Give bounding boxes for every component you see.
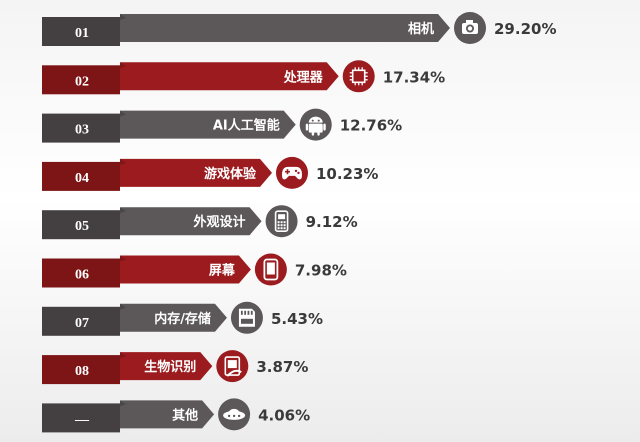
rank-tab [42,403,120,433]
bar [120,110,296,139]
value-label: 5.43% [271,310,323,328]
rank-tab [42,355,120,385]
bar-row-4: 04 游戏体验 10.23% [42,156,378,191]
fingerprint-icon [216,350,249,383]
android-icon [299,108,332,141]
value-label: 4.06% [258,406,310,424]
category-label: 游戏体验 [204,166,257,182]
category-label: 相机 [408,21,434,37]
bar-fold [120,62,126,69]
value-label: 17.34% [383,68,445,86]
rank-label: 01 [75,26,89,41]
rank-tab [42,210,120,240]
value-label: 3.87% [256,358,308,376]
bar-row-8: 08 生物识别 3.87% [42,350,308,385]
value-label: 7.98% [295,262,347,280]
bar-fold [120,158,126,165]
bar-row-6: 06 屏幕 7.98% [42,253,347,288]
bar-fold [120,352,126,359]
value-label: 12.76% [340,117,402,135]
bar [120,400,215,429]
category-label: 生物识别 [144,359,196,375]
bar-row-2: 02 处理器 17.34% [42,60,445,95]
rank-label: 02 [75,74,89,89]
rank-label: 04 [75,171,89,186]
rank-label: 06 [75,268,89,283]
rank-tab [42,65,120,95]
bar [120,62,339,91]
bar [120,207,262,236]
category-label: 外观设计 [193,214,246,230]
bar-fold [120,400,126,407]
bar-fold [120,110,126,117]
category-label: 处理器 [283,69,324,85]
bar [120,14,450,42]
other-icon [218,398,251,431]
bar-row-1: 01 相机 29.20% [42,12,556,46]
screen-icon [254,253,287,286]
value-label: 10.23% [316,165,378,183]
bar-fold [120,14,126,20]
camera-icon [454,12,486,44]
rank-tab [42,113,120,143]
memory-card-icon [230,301,263,334]
bar [120,255,251,284]
category-label: 其他 [172,407,198,423]
rank-label: 05 [75,219,89,234]
value-label: 9.12% [306,213,358,231]
bar [120,158,272,187]
rank-tab [42,17,120,46]
chip-icon [342,60,375,93]
category-label: 内存/存储 [154,311,211,327]
category-label: AI人工智能 [213,118,280,134]
rank-tab [42,258,120,288]
bar-row-7: 07 内存/存储 5.43% [42,301,323,336]
bar [120,303,227,332]
rank-tab [42,306,120,336]
rank-label: 07 [75,316,89,331]
rank-label: 03 [75,123,89,138]
bar [120,352,213,381]
bar-fold [120,255,126,262]
bar-row-5: 05 外观设计 9.12% [42,205,358,240]
category-label: 屏幕 [209,263,236,279]
phone-design-icon [265,205,298,238]
value-label: 29.20% [494,20,556,38]
bar-fold [120,303,126,310]
rank-label: — [74,412,90,427]
bar-fold [120,207,126,214]
bar-row-3: 03 AI人工智能 12.76% [42,108,402,143]
rank-label: 08 [75,364,89,379]
bar-row-9: — 其他 4.06% [42,398,310,433]
gamepad-icon [275,156,308,189]
rank-tab [42,161,120,191]
